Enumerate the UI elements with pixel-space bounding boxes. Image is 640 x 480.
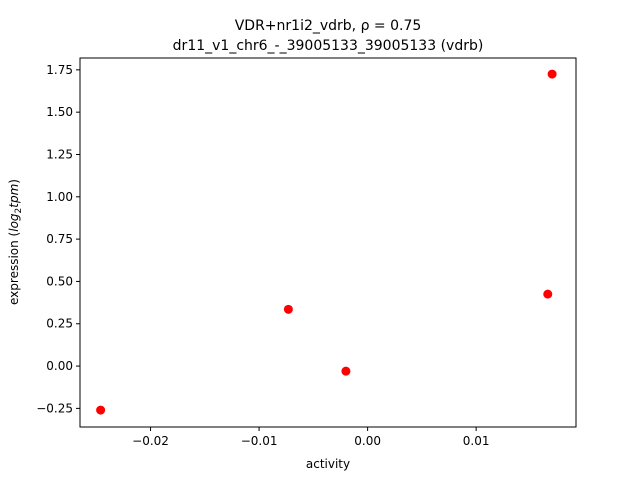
y-tick-label: −0.25 bbox=[36, 401, 73, 415]
y-axis-ticks: −0.25 0.00 0.25 0.50 0.75 1.00 1.25 1.50 1.75 bbox=[36, 63, 80, 415]
data-points bbox=[96, 69, 557, 415]
x-tick-label: −0.01 bbox=[241, 434, 278, 448]
scatter-point bbox=[341, 366, 351, 376]
y-axis-label: expression (log2tpm) bbox=[7, 179, 24, 305]
scatter-point bbox=[547, 69, 557, 79]
x-tick-label: 0.01 bbox=[463, 434, 490, 448]
x-tick-label: 0.00 bbox=[354, 434, 381, 448]
y-tick-label: 1.50 bbox=[46, 105, 73, 119]
x-tick-label: −0.02 bbox=[132, 434, 169, 448]
x-axis-label: activity bbox=[306, 457, 350, 471]
chart-title-line1: VDR+nr1i2_vdrb, ρ = 0.75 bbox=[235, 18, 422, 34]
y-tick-label: 0.50 bbox=[46, 274, 73, 288]
scatter-point bbox=[96, 405, 106, 415]
chart-title-line2: dr11_v1_chr6_-_39005133_39005133 (vdrb) bbox=[173, 38, 484, 54]
y-tick-label: 0.25 bbox=[46, 317, 73, 331]
y-tick-label: 0.75 bbox=[46, 232, 73, 246]
y-tick-label: 1.00 bbox=[46, 190, 73, 204]
scatter-point bbox=[543, 289, 553, 299]
x-axis-ticks: −0.02 −0.01 0.00 0.01 bbox=[132, 427, 490, 448]
plot-area-frame bbox=[79, 57, 577, 428]
y-tick-label: 0.00 bbox=[46, 359, 73, 373]
y-tick-label: 1.75 bbox=[46, 63, 73, 77]
scatter-point bbox=[283, 304, 293, 314]
y-tick-label: 1.25 bbox=[46, 147, 73, 161]
